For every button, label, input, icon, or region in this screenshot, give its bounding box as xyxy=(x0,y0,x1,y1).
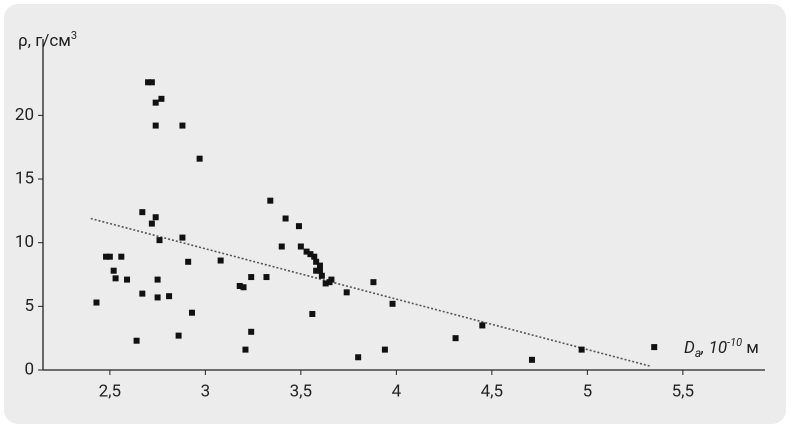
x-tick-label: 5 xyxy=(583,381,593,401)
point xyxy=(316,262,323,269)
point xyxy=(152,122,159,129)
x-tick-label: 3,5 xyxy=(290,381,312,401)
point xyxy=(479,322,486,329)
point xyxy=(578,346,585,353)
point xyxy=(318,272,325,279)
point xyxy=(154,276,161,283)
point xyxy=(303,248,310,255)
y-label-text: ρ, г/см xyxy=(18,31,71,51)
x-label-unit: м xyxy=(742,338,759,358)
point xyxy=(124,276,131,283)
x-label-sub: a xyxy=(695,346,701,360)
point xyxy=(248,274,255,281)
point xyxy=(145,79,152,86)
trend-line xyxy=(90,217,651,367)
point xyxy=(106,253,113,260)
point xyxy=(196,155,203,162)
x-tick-label: 2,5 xyxy=(99,381,121,401)
point xyxy=(313,267,320,274)
point xyxy=(112,275,119,282)
x-tick-label: 4,5 xyxy=(481,381,503,401)
x-label-symbol: D xyxy=(684,338,695,358)
point xyxy=(381,346,388,353)
point xyxy=(156,237,163,244)
x-label-sup: -10 xyxy=(727,336,742,349)
point xyxy=(179,122,186,129)
x-tick-label: 5,5 xyxy=(672,381,694,401)
point xyxy=(148,220,155,227)
point xyxy=(328,276,335,283)
point xyxy=(148,79,155,86)
point xyxy=(139,290,146,297)
y-tick-label: 10 xyxy=(15,232,34,252)
point xyxy=(263,274,270,281)
point xyxy=(166,293,173,300)
point xyxy=(313,258,320,265)
point xyxy=(452,335,459,342)
point xyxy=(307,251,314,258)
point xyxy=(152,214,159,221)
point xyxy=(528,356,535,363)
point xyxy=(242,346,249,353)
point xyxy=(322,280,329,287)
point xyxy=(152,99,159,106)
y-tick-label: 15 xyxy=(15,169,34,189)
point xyxy=(217,257,224,264)
point xyxy=(118,253,125,260)
point xyxy=(309,310,316,317)
point xyxy=(158,95,165,102)
point xyxy=(175,332,182,339)
point xyxy=(248,328,255,335)
y-axis-label: ρ, г/см3 xyxy=(18,29,77,52)
point xyxy=(295,223,302,230)
point xyxy=(110,267,117,274)
point xyxy=(651,344,658,351)
point xyxy=(278,243,285,250)
point xyxy=(311,253,318,260)
point xyxy=(297,243,304,250)
panel xyxy=(4,4,786,424)
point xyxy=(370,279,377,286)
point xyxy=(240,284,247,291)
y-tick-label: 0 xyxy=(24,359,34,379)
point xyxy=(93,299,100,306)
x-axis-label: Da, 10-10 м xyxy=(684,336,759,360)
x-label-text: , 10 xyxy=(700,338,727,358)
point xyxy=(355,354,362,361)
point xyxy=(154,294,161,301)
point xyxy=(139,209,146,216)
y-tick-label: 5 xyxy=(24,296,34,316)
point xyxy=(343,289,350,296)
point xyxy=(185,258,192,265)
point xyxy=(316,267,323,274)
point xyxy=(267,197,274,204)
y-label-sup: 3 xyxy=(71,29,77,42)
y-tick-label: 20 xyxy=(15,105,34,125)
point xyxy=(103,253,110,260)
point xyxy=(188,309,195,316)
point xyxy=(133,337,140,344)
point xyxy=(389,300,396,307)
point xyxy=(236,282,243,289)
x-tick-label: 3 xyxy=(201,381,211,401)
x-tick-label: 4 xyxy=(392,381,402,401)
point xyxy=(282,215,289,222)
point xyxy=(179,234,186,241)
